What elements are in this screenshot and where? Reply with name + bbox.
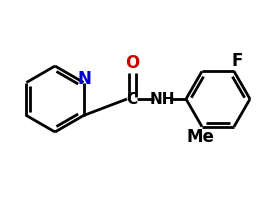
- Text: F: F: [231, 52, 243, 70]
- Text: Me: Me: [186, 128, 214, 146]
- Text: NH: NH: [149, 92, 175, 106]
- Text: C: C: [126, 92, 138, 106]
- Text: N: N: [78, 70, 92, 89]
- Text: O: O: [125, 54, 139, 72]
